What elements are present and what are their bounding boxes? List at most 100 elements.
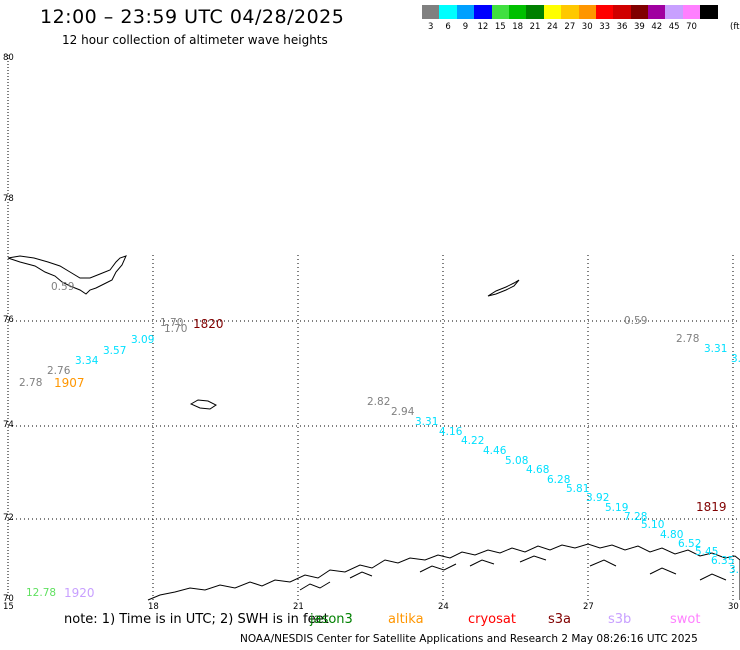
swh-value-label: 1.70 (160, 317, 183, 329)
legend-cryosat: cryosat (468, 612, 516, 627)
colorbar-bin: 18 (508, 5, 527, 32)
colorbar-label: 21 (529, 22, 541, 32)
satellite-pass-tags: 1820 1907 1819 1920 (54, 317, 727, 600)
colorbar-label: 39 (633, 22, 645, 32)
swh-value-label: 3.34 (75, 355, 99, 367)
colorbar-label: 18 (512, 22, 524, 32)
colorbar-swatch (700, 5, 718, 19)
swh-value-label: 5.19 (605, 502, 628, 514)
coastline-norway-north (147, 543, 740, 601)
legend-s3a: s3a (548, 612, 572, 627)
longitude-labels: 15 18 21 24 27 30 (3, 602, 739, 612)
lat-label: 76 (3, 315, 14, 325)
swh-value-label: 5.08 (505, 455, 528, 467)
swh-value-label: 4.68 (526, 464, 549, 476)
swh-value-label: 3.92 (586, 492, 609, 504)
lat-label: 80 (3, 53, 14, 63)
longitude-gridlines (152, 255, 734, 600)
colorbar-label: 33 (599, 22, 611, 32)
swh-value-label: 4.16 (439, 426, 463, 438)
swh-value-label: 2.78 (19, 377, 42, 389)
swh-value-label: 2.82 (367, 396, 390, 408)
pass-time-tag: 1907 (54, 376, 85, 390)
swh-value-label: 3.57 (103, 345, 126, 357)
colorbar-swatch (630, 5, 649, 19)
colorbar-swatch (682, 5, 701, 19)
latitude-labels: 80 78 76 74 72 70 (3, 53, 14, 604)
colorbar-swatch (648, 5, 666, 19)
lon-label: 18 (148, 602, 159, 612)
colorbar-bin: 24 (543, 5, 562, 32)
swh-value-label: 3.09 (131, 334, 154, 346)
lon-label: 15 (3, 602, 14, 612)
swh-value-label: 0.59 (51, 281, 74, 293)
colorbar-bin: 6 (439, 5, 457, 32)
colorbar-label: 36 (616, 22, 628, 32)
coastline-fjords (299, 555, 727, 591)
colorbar-label: 15 (494, 22, 506, 32)
colorbar-swatch (491, 5, 509, 19)
wave-height-colorbar: 3 6 9 12 15 18 21 24 27 30 33 36 39 42 45 70 (422, 5, 718, 32)
colorbar-swatch (561, 5, 579, 19)
colorbar-bin: 15 (491, 5, 509, 32)
lat-label: 74 (3, 420, 14, 430)
colorbar-unit: (ft) (730, 22, 740, 32)
colorbar-swatch (543, 5, 562, 19)
colorbar-label: 27 (564, 22, 576, 32)
map-title: 12:00 – 23:59 UTC 04/28/2025 (40, 6, 345, 28)
colorbar-swatch (508, 5, 527, 19)
colorbar-swatch (526, 5, 544, 19)
colorbar-bin: 12 (474, 5, 492, 32)
colorbar-swatch (578, 5, 596, 19)
lat-label: 72 (3, 513, 14, 523)
colorbar-swatch (665, 5, 683, 19)
colorbar-bin: 70 (682, 5, 701, 32)
swh-value-label: 7.28 (624, 511, 647, 523)
coastlines (7, 255, 740, 601)
swh-value-label: 4.22 (461, 435, 484, 447)
swh-value-label: 3. (731, 353, 740, 365)
colorbar-bin: 33 (595, 5, 614, 32)
pass-time-tag: 1819 (696, 500, 727, 514)
colorbar-bin: 27 (561, 5, 579, 32)
lon-label: 21 (293, 602, 304, 612)
swh-value-label: 0.59 (624, 315, 647, 327)
swh-value-label: 5.45 (695, 546, 718, 558)
colorbar-label: 24 (547, 22, 558, 32)
swh-value-label: 5.81 (566, 483, 589, 495)
colorbar-label: 9 (462, 22, 469, 32)
wave-height-observations: 0.59 1.701.70 3.09 3.57 3.34 2.76 2.78 0.59 2.78… (19, 281, 740, 599)
swh-value-label: 1.70 (164, 323, 187, 335)
swh-value-label: 3.31 (415, 416, 438, 428)
legend-jason3: jason3 (310, 612, 353, 627)
colorbar-label: 42 (651, 22, 663, 32)
swh-value-label: 12.78 (26, 587, 56, 599)
swh-value-label: 2.94 (391, 406, 415, 418)
colorbar-bin: 3 (422, 5, 440, 32)
lat-label: 78 (3, 194, 14, 204)
legend-swot: swot (670, 612, 701, 627)
colorbar-bin: 9 (456, 5, 475, 32)
colorbar-bin: 30 (578, 5, 596, 32)
colorbar-bin: 36 (613, 5, 631, 32)
colorbar-bin: 45 (665, 5, 683, 32)
colorbar-label: 3 (427, 22, 434, 32)
colorbar-bin: 39 (630, 5, 649, 32)
coastline-bear-island (189, 399, 217, 410)
swh-value-label: 4.80 (660, 529, 683, 541)
swh-value-label: 4.46 (483, 445, 507, 457)
legend-s3b: s3b (608, 612, 632, 627)
swh-value-label: 2.78 (676, 333, 699, 345)
colorbar-label: 30 (581, 22, 593, 32)
swh-value-label: 5.10 (641, 519, 664, 531)
colorbar-label: 6 (445, 22, 451, 32)
swh-value-label: 3.31 (704, 343, 727, 355)
colorbar-bin (700, 5, 718, 32)
footer-note: note: 1) Time is in UTC; 2) SWH is in fe… (64, 612, 329, 627)
lon-label: 27 (583, 602, 594, 612)
coastline-svalbard-south (7, 255, 127, 295)
colorbar-swatch (456, 5, 475, 19)
colorbar-swatch (422, 5, 440, 19)
credit-line: NOAA/NESDIS Center for Satellite Applica… (240, 633, 698, 645)
